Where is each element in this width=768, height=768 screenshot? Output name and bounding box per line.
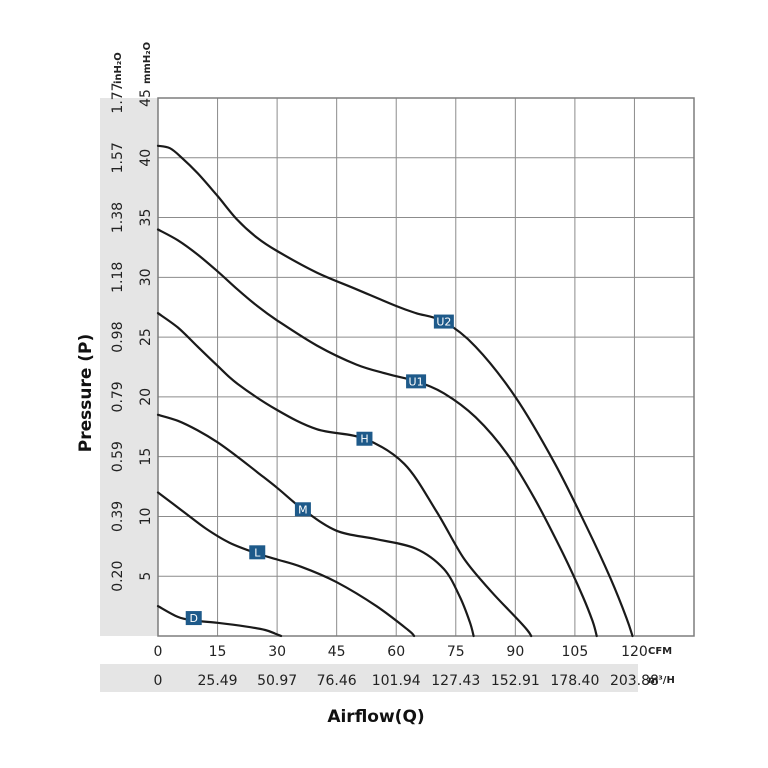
x-axis-title: Airflow(Q)	[327, 707, 424, 727]
series-line-l	[156, 491, 416, 638]
x-tick-label: 90	[506, 644, 524, 660]
y-axis-band	[100, 98, 158, 636]
x-tick-label: 60	[387, 644, 405, 660]
x-axis-band-cfm	[132, 636, 638, 664]
y-tick-labels-alt: 0.20 0.39 0.59 0.79 0.98 1.18 1.38 1.57 1.77	[110, 82, 126, 591]
y-unit-alt-label: inH₂O	[113, 52, 124, 84]
x-tick-label: 105	[562, 644, 589, 660]
y-tick-label-alt: 0.98	[110, 322, 126, 353]
grid-lines	[158, 98, 694, 636]
y-tick-label-alt: 1.18	[110, 262, 126, 293]
series-label-u1: U1	[409, 375, 424, 388]
series-line-u1	[156, 228, 598, 638]
series-label-box-m	[294, 502, 311, 517]
y-tick-label-alt: 0.79	[110, 381, 126, 412]
y-tick-label: 30	[138, 268, 154, 286]
y-tick-label-alt: 1.38	[110, 202, 126, 233]
series-label-d: D	[189, 612, 197, 625]
x-tick-labels-alt: 0 25.49 50.97 76.46 101.94 127.43 152.91 178.40…	[154, 673, 659, 689]
y-tick-label: 10	[138, 508, 154, 526]
series-label-h: H	[360, 433, 368, 446]
series-label-box-d	[185, 611, 202, 626]
y-tick-label: 15	[138, 448, 154, 466]
y-tick-labels: 5 10 15 20 25 30 35 40 45	[138, 89, 154, 581]
x-tick-label-alt: 76.46	[317, 673, 357, 689]
series-curves	[156, 144, 634, 638]
x-tick-label: 45	[328, 644, 346, 660]
y-tick-label-alt: 1.57	[110, 142, 126, 173]
y-tick-label: 40	[138, 149, 154, 167]
series-line-u2	[156, 144, 634, 638]
series-label-box-l	[249, 545, 266, 560]
x-tick-label-alt: 50.97	[257, 673, 297, 689]
y-tick-label-alt: 0.20	[110, 561, 126, 592]
y-tick-label-alt: 0.59	[110, 441, 126, 472]
series-label-m: M	[298, 503, 308, 516]
series-label-l: L	[254, 546, 261, 559]
y-unit-label: mmH₂O	[142, 42, 153, 84]
series-label-box-u1	[406, 374, 427, 389]
series-line-d	[156, 605, 283, 638]
y-tick-label-alt: 1.77	[110, 82, 126, 113]
x-tick-label: 0	[154, 644, 163, 660]
x-tick-label-alt: 25.49	[198, 673, 238, 689]
x-tick-label-alt: 203.88	[610, 673, 659, 689]
series-label-u2: U2	[436, 316, 451, 329]
series-labels: D L M H U1 U2	[185, 314, 454, 626]
series-line-m	[156, 413, 475, 638]
y-tick-label: 20	[138, 388, 154, 406]
y-axis-title: Pressure (P)	[76, 334, 96, 453]
y-tick-label: 35	[138, 209, 154, 227]
plot-frame	[157, 97, 695, 637]
y-tick-label-alt: 0.39	[110, 501, 126, 532]
y-tick-label: 25	[138, 328, 154, 346]
x-tick-label: 120	[621, 644, 648, 660]
x-tick-label-alt: 127.43	[431, 673, 480, 689]
y-tick-label: 45	[138, 89, 154, 107]
x-tick-label: 30	[268, 644, 286, 660]
series-label-box-u2	[433, 314, 454, 329]
x-tick-labels: 0 15 30 45 60 75 90 105 120	[154, 644, 648, 660]
x-tick-label: 75	[447, 644, 465, 660]
x-tick-label: 15	[209, 644, 227, 660]
y-tick-label: 5	[138, 572, 154, 581]
series-label-box-h	[356, 431, 373, 446]
x-unit-label: CFM	[648, 646, 672, 657]
x-unit-alt-label: m³/H	[648, 675, 675, 686]
x-tick-label-alt: 0	[154, 673, 163, 689]
x-axis-band-m3h	[100, 664, 638, 692]
x-tick-label-alt: 152.91	[491, 673, 540, 689]
x-tick-label-alt: 101.94	[372, 673, 421, 689]
x-tick-label-alt: 178.40	[550, 673, 599, 689]
